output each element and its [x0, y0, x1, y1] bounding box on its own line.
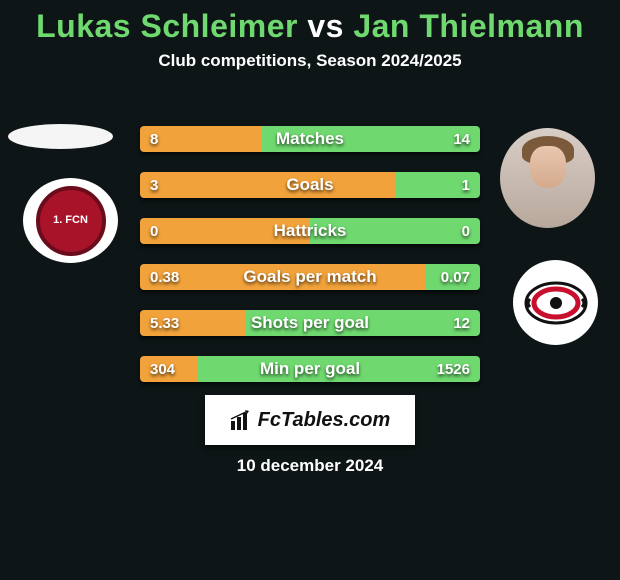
stat-value-left: 0 [150, 218, 158, 244]
stat-row: Matches8 14 [140, 126, 480, 152]
stat-label: Min per goal [140, 356, 480, 382]
stat-value-right: 1 [462, 172, 470, 198]
stat-row: Hattricks0 0 [140, 218, 480, 244]
stat-label: Matches [140, 126, 480, 152]
stat-value-right: 12 [453, 310, 470, 336]
stat-value-right: 1526 [437, 356, 470, 382]
stat-label: Goals [140, 172, 480, 198]
player1-avatar [8, 124, 113, 149]
stat-label: Hattricks [140, 218, 480, 244]
hurricane-icon [524, 271, 588, 335]
club-right-badge [513, 260, 598, 345]
stat-row: Shots per goal5.33 12 [140, 310, 480, 336]
stat-value-left: 304 [150, 356, 175, 382]
stat-value-right: 0.07 [441, 264, 470, 290]
stat-row: Min per goal304 1526 [140, 356, 480, 382]
club-left-badge: 1. FCN [23, 178, 118, 263]
player2-avatar [500, 128, 595, 228]
comparison-title: Lukas Schleimer vs Jan Thielmann [0, 0, 620, 45]
stat-value-left: 3 [150, 172, 158, 198]
title-player1: Lukas Schleimer [36, 8, 298, 44]
title-vs: vs [307, 8, 344, 44]
subtitle: Club competitions, Season 2024/2025 [0, 51, 620, 71]
stat-value-right: 14 [453, 126, 470, 152]
stat-value-left: 8 [150, 126, 158, 152]
fctables-label: FcTables.com [258, 409, 391, 432]
date-label: 10 december 2024 [0, 456, 620, 476]
stat-row: Goals3 1 [140, 172, 480, 198]
stat-value-right: 0 [462, 218, 470, 244]
stat-value-left: 5.33 [150, 310, 179, 336]
club-left-text: 1. FCN [36, 186, 106, 256]
title-player2: Jan Thielmann [353, 8, 584, 44]
stat-label: Goals per match [140, 264, 480, 290]
stat-row: Goals per match0.38 0.07 [140, 264, 480, 290]
stat-label: Shots per goal [140, 310, 480, 336]
stat-value-left: 0.38 [150, 264, 179, 290]
stats-container: Matches8 14 Goals3 1 Hattricks0 0 Goals per ma… [140, 126, 480, 402]
fctables-watermark: FcTables.com [205, 395, 415, 445]
fctables-icon [230, 409, 252, 431]
